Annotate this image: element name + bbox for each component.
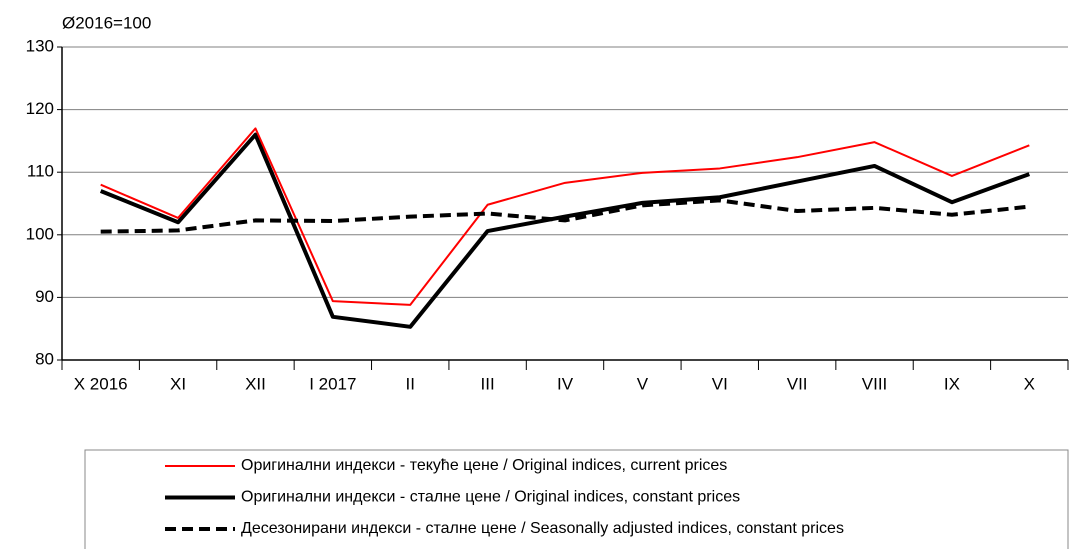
y-axis-label: Ø2016=100 [62, 13, 151, 32]
y-tick-label: 110 [27, 162, 54, 181]
x-tick-label: X 2016 [74, 374, 128, 393]
legend-box [84, 449, 1069, 549]
x-tick-label: XI [170, 374, 186, 393]
legend-label: Оригинални индекси - сталне цене / Origi… [241, 489, 740, 506]
x-tick-label: VII [787, 374, 808, 393]
y-tick-label: 80 [35, 349, 54, 368]
series-line [100, 127, 1030, 306]
y-tick-label: 90 [35, 287, 54, 306]
legend-label: Оригинални индекси - текуће цене / Origi… [241, 457, 727, 474]
y-tick-label: 100 [26, 224, 54, 243]
x-tick-label: VI [712, 374, 728, 393]
x-tick-label: II [406, 374, 415, 393]
series-line [99, 132, 1030, 329]
x-tick-label: V [637, 374, 649, 393]
y-tick-label: 130 [26, 36, 54, 55]
x-tick-label: I 2017 [309, 374, 356, 393]
x-tick-label: IX [944, 374, 960, 393]
x-tick-label: X [1024, 374, 1035, 393]
series-line [100, 198, 1030, 234]
x-tick-label: IV [557, 374, 574, 393]
x-tick-label: III [481, 374, 495, 393]
x-tick-label: XII [245, 374, 266, 393]
y-tick-label: 120 [26, 99, 54, 118]
x-tick-label: VIII [862, 374, 888, 393]
legend-label: Десезонирани индекси - сталне цене / Sea… [241, 520, 844, 537]
